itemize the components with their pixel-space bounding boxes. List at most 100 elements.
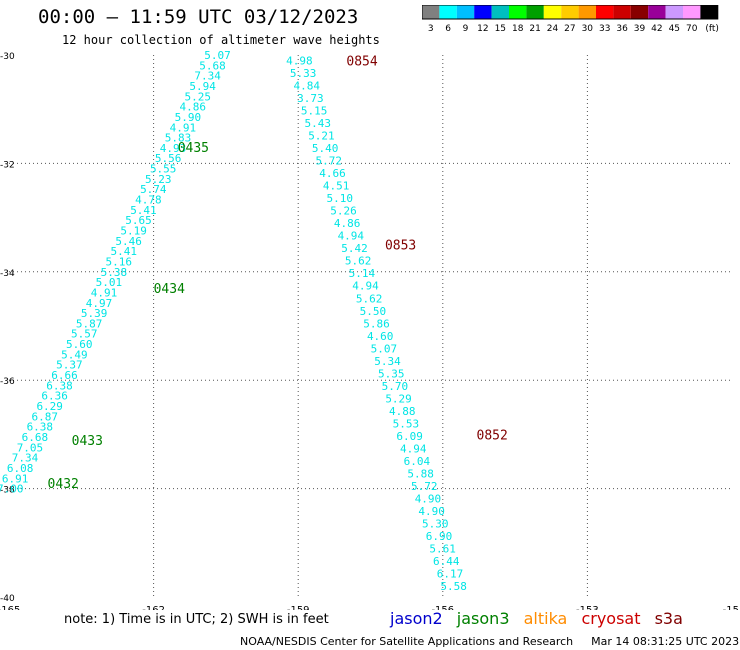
lat-tick-label: -40 [0,594,15,604]
color-swatch [543,5,562,19]
legend-jason2: jason2 [390,609,443,628]
color-swatch [561,5,579,19]
lon-tick-label: -159 [287,605,310,610]
lon-tick-label: -15 [723,605,739,610]
lat-tick-label: -36 [0,377,15,387]
color-swatch [596,5,614,19]
swh-value: 7.34 [194,70,221,83]
swh-value: 5.58 [440,580,467,593]
swh-value: 4.84 [294,79,321,92]
color-scale-label: 3 [428,24,434,33]
swh-value: 5.16 [106,255,133,268]
footer-timestamp: Mar 14 08:31:25 UTC 2023 [591,635,740,648]
color-scale-label: 9 [463,24,469,33]
swh-value: 5.50 [360,305,387,318]
swh-value: 5.29 [385,392,412,405]
swh-value: 5.49 [61,348,88,361]
swh-value: 5.46 [115,235,142,248]
color-scale-label: 30 [582,24,594,33]
color-scale-label: 6 [445,24,451,33]
swh-value: 5.86 [363,317,390,330]
lat-tick-label: -32 [0,160,15,170]
swh-value: 5.65 [125,214,152,227]
swh-value: 7.34 [12,452,39,465]
lon-tick-label: -156 [431,605,454,610]
swh-value: 5.25 [184,90,211,103]
swh-value: 4.91 [91,286,118,299]
color-scale-label: 70 [686,24,698,33]
legend-altika: altika [523,609,568,628]
color-swatch [456,5,475,19]
color-scale-label: 27 [564,24,575,33]
swh-value: 6.09 [396,430,423,443]
pass-time-label: 0434 [154,282,185,297]
swh-value: 5.56 [155,152,182,165]
swh-value: 5.57 [71,328,98,341]
color-scale-label: 42 [651,24,662,33]
color-scale-label: 36 [616,24,628,33]
pass-time-label: 0854 [346,54,377,69]
color-scale-label: 33 [599,24,610,33]
pass-time-label: 0852 [477,428,508,443]
color-scale-label: 18 [512,24,524,33]
swh-value: 5.62 [356,292,383,305]
swh-value: 5.72 [411,480,438,493]
color-swatch [422,5,440,19]
swh-value: 3.73 [297,92,324,105]
swh-value: 6.44 [433,555,460,568]
swh-value: 5.88 [407,468,434,481]
swh-value: 4.60 [367,330,394,343]
swh-value: 5.14 [349,267,376,280]
swh-value: 5.23 [145,173,172,186]
swh-value: 5.41 [130,204,157,217]
color-scale-label: 24 [547,24,559,33]
swh-value: 5.01 [96,276,123,289]
swh-value: 5.53 [393,417,420,430]
lon-tick-label: -162 [142,605,165,610]
swh-value: 6.36 [41,390,68,403]
footnote: note: 1) Time is in UTC; 2) SWH is in fe… [64,612,329,627]
swh-value: 5.19 [120,225,147,238]
swh-value: 5.61 [429,543,456,556]
swh-value: 4.51 [323,180,350,193]
swh-value: 5.42 [341,242,368,255]
swh-value: 5.41 [110,245,137,258]
swh-value: 5.26 [330,205,357,218]
swh-value: 5.07 [371,342,398,355]
swh-value: 5.94 [189,80,216,93]
color-scale-label: 45 [669,24,680,33]
swh-value: 5.43 [305,117,332,130]
swh-value: 4.94 [400,442,427,455]
swh-value: 6.17 [437,568,464,581]
swh-value: 4.88 [389,405,416,418]
color-swatch [439,5,457,19]
swh-value: 6.87 [32,410,59,423]
color-swatch [491,5,509,19]
color-swatch [700,5,718,19]
swh-value: 6.38 [46,379,73,392]
color-swatch [613,5,631,19]
swh-value: 7.05 [17,441,44,454]
color-swatch [665,5,683,19]
color-swatch [578,5,596,19]
swh-value: 4.66 [319,167,346,180]
pass-time-label: 0435 [178,141,209,156]
swh-value: 5.33 [290,67,317,80]
lon-tick-label: -153 [576,605,599,610]
swh-value: 5.40 [312,142,339,155]
swh-value: 5.87 [76,317,103,330]
lon-tick-label: -165 [0,605,20,610]
swh-value: 6.66 [51,369,78,382]
swh-value: 4.98 [286,54,313,67]
altimeter-map: -165 -162 -159 -156 -153 -15 -30 -32 -34 -36 -38 -4… [0,49,739,610]
color-swatch [648,5,666,19]
swh-value: 5.55 [150,163,177,176]
chart-title: 00:00 – 11:59 UTC 03/12/2023 [38,6,359,28]
swh-value: 5.74 [140,183,167,196]
swh-value: 5.83 [165,132,192,145]
swh-value: 4.93 [160,142,187,155]
swh-value: 4.86 [180,101,207,114]
lat-tick-label: -30 [0,52,15,62]
pass-time-label: 0433 [72,434,103,449]
color-swatch [526,5,544,19]
